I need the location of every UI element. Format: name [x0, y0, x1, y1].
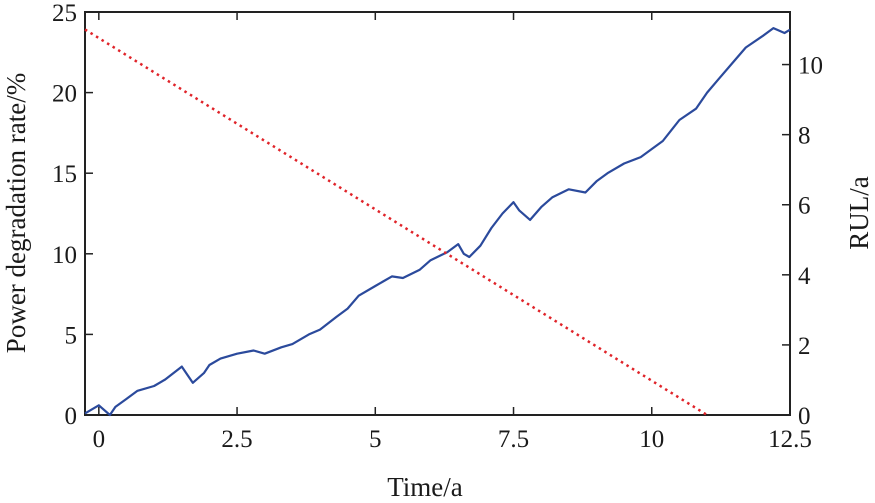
y-left-axis-title: Power degradation rate/% [1, 73, 31, 353]
rul-line [84, 28, 708, 417]
y-right-axis-title: RUL/a [844, 176, 874, 250]
x-tick-label: 12.5 [768, 426, 812, 453]
y-left-tick-label: 10 [52, 242, 77, 269]
x-tick-label: 2.5 [221, 426, 252, 453]
y-left-tick-label: 5 [65, 322, 78, 349]
y-right-tick-label: 2 [798, 333, 811, 360]
x-tick-label: 7.5 [498, 426, 529, 453]
series-group [84, 27, 791, 417]
y-right-tick-label: 6 [798, 193, 811, 220]
x-tick-label: 5 [369, 426, 382, 453]
y-left-tick-label: 15 [52, 161, 77, 188]
x-tick-label: 0 [93, 426, 106, 453]
y-right-tick-label: 4 [798, 263, 811, 290]
plot-frame [84, 11, 791, 416]
x-tick-label: 10 [639, 426, 664, 453]
x-axis-title: Time/a [387, 472, 463, 502]
y-right-tick-label: 8 [798, 123, 811, 150]
y-right-tick-label: 0 [798, 403, 811, 430]
y-left-tick-label: 20 [52, 81, 77, 108]
y-left-tick-label: 25 [52, 0, 77, 27]
y-right-tick-label: 10 [798, 53, 823, 80]
y-left-tick-label: 0 [65, 403, 78, 430]
power-degradation-line [84, 27, 791, 417]
